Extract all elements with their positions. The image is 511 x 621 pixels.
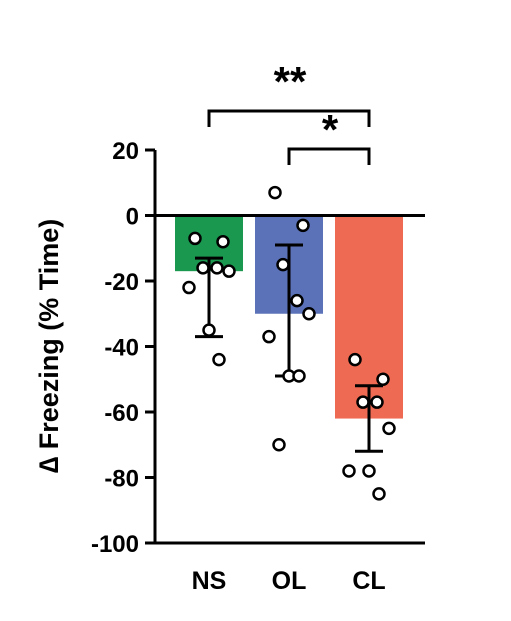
- data-point: [348, 352, 362, 367]
- data-point: [272, 438, 286, 452]
- data-point: [212, 352, 226, 367]
- data-point: [196, 261, 210, 275]
- y-tick-label: 0: [126, 204, 139, 231]
- data-point: [296, 218, 310, 233]
- data-point: [216, 234, 230, 249]
- data-point: [290, 293, 304, 308]
- significance-bracket: [207, 109, 371, 127]
- x-tick-label: OL: [272, 567, 307, 595]
- data-point: [370, 395, 384, 409]
- data-point: [268, 185, 282, 200]
- data-point: [356, 395, 370, 409]
- data-point: [222, 264, 236, 278]
- data-point: [376, 372, 390, 386]
- y-axis-label: ∆ Freezing (% Time): [34, 219, 64, 474]
- data-point: [372, 487, 386, 501]
- significance-bracket: [287, 147, 371, 165]
- y-tick-label: -40: [104, 335, 139, 362]
- x-tick-label: CL: [352, 567, 385, 595]
- y-tick-label: -80: [104, 466, 139, 493]
- data-point: [302, 307, 316, 321]
- significance-label: **: [274, 58, 307, 105]
- data-point: [292, 369, 306, 383]
- data-point: [362, 464, 376, 478]
- data-point: [342, 464, 356, 478]
- data-point: [202, 323, 216, 337]
- y-tick-label: -60: [104, 400, 139, 427]
- x-tick-label: NS: [192, 567, 227, 595]
- y-tick-label: -20: [104, 269, 139, 296]
- data-point: [210, 261, 224, 275]
- data-point: [188, 231, 202, 246]
- data-point: [262, 329, 276, 344]
- y-tick-label: 20: [112, 138, 139, 165]
- y-tick-label: -100: [91, 531, 139, 558]
- significance-label: *: [322, 106, 339, 153]
- data-point: [182, 280, 196, 295]
- data-point: [382, 421, 396, 436]
- data-point: [276, 257, 290, 272]
